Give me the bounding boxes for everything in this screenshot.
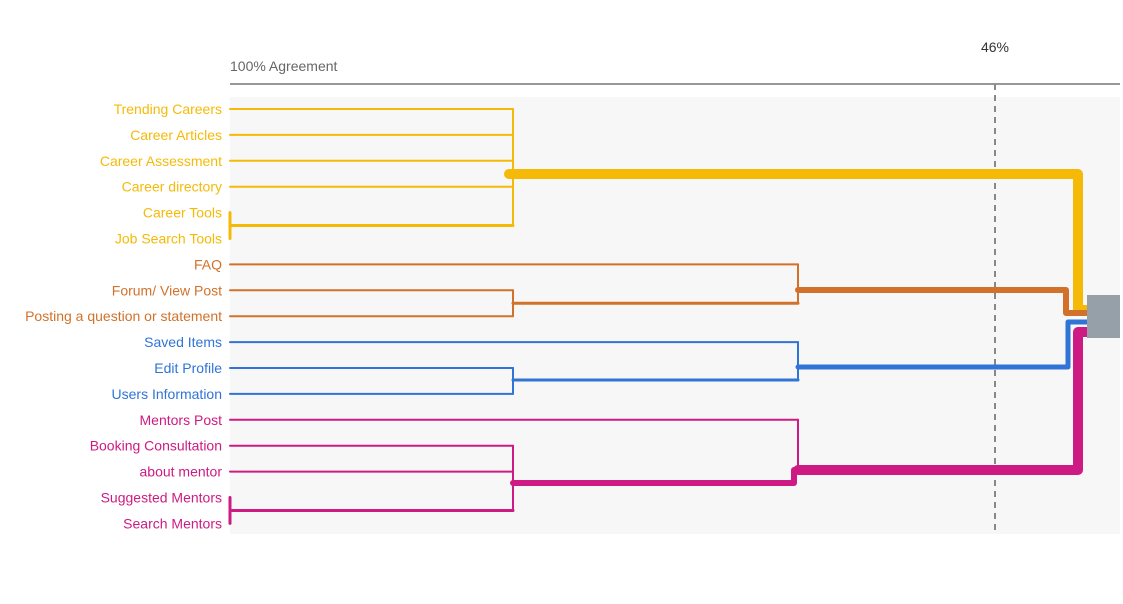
leaf-label: Career directory [122,179,222,195]
leaf-label: Career Assessment [100,153,222,169]
leaf-label: FAQ [194,256,222,272]
axis-label: 100% Agreement [230,58,338,74]
leaf-label: Trending Careers [114,101,222,117]
threshold-label: 46% [981,39,1009,55]
leaf-label: Users Information [112,386,222,402]
leaf-label: Saved Items [144,334,222,350]
leaf-label: Booking Consultation [90,438,222,454]
leaf-label: Search Mentors [123,515,222,531]
leaf-label: Career Tools [143,205,222,221]
leaf-label: Posting a question or statement [25,308,222,324]
leaf-label: Suggested Mentors [101,490,222,506]
leaf-label: about mentor [140,464,223,480]
leaf-label: Mentors Post [140,412,223,428]
leaf-label: Edit Profile [154,360,222,376]
root-node [1087,295,1120,338]
leaf-label: Forum/ View Post [112,282,222,298]
leaf-label: Career Articles [130,127,222,143]
leaf-label: Job Search Tools [115,231,222,247]
